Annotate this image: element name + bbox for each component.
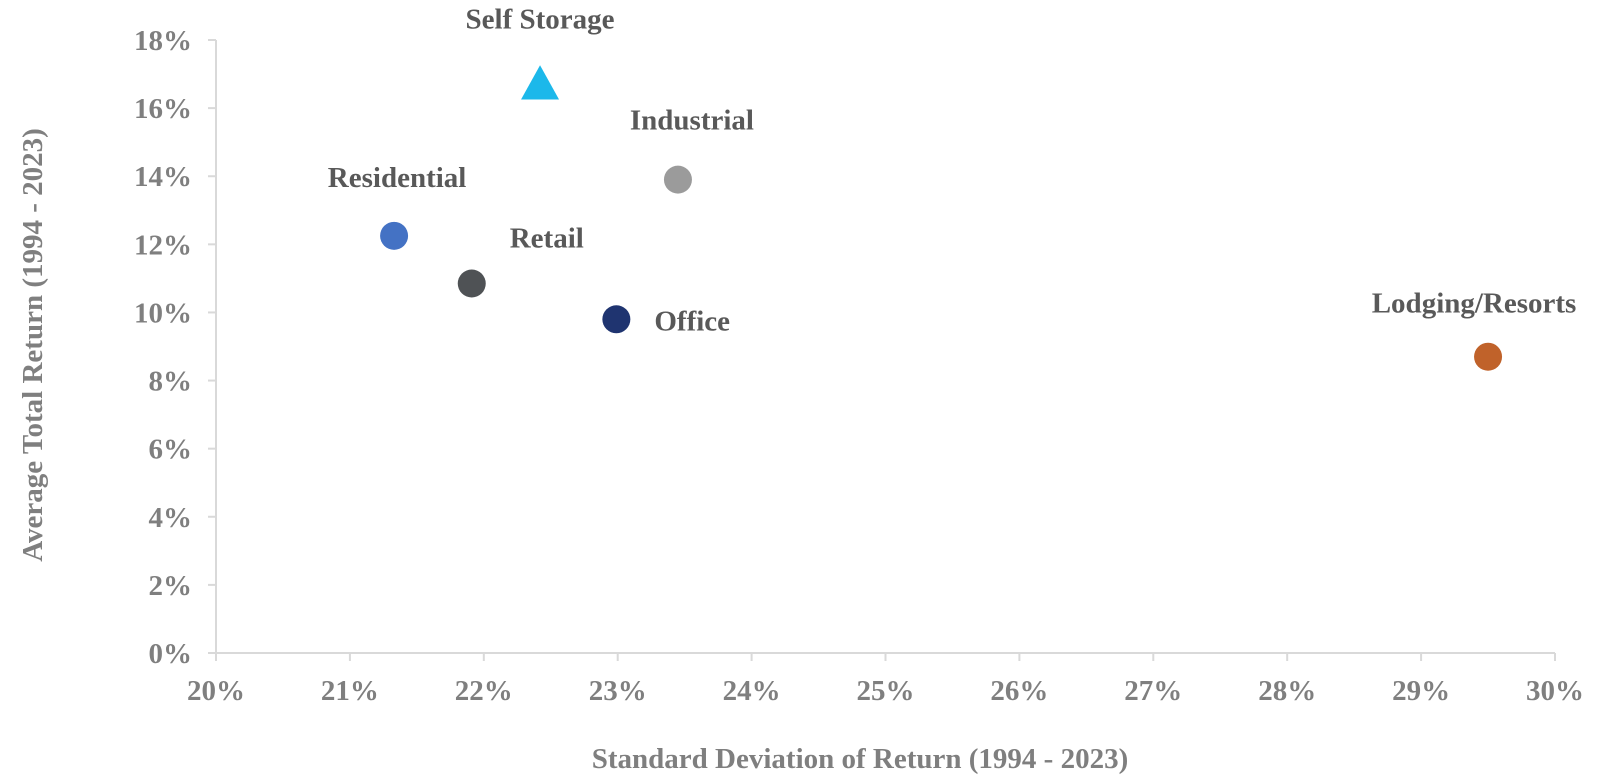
data-point-residential [380, 221, 409, 250]
x-tick-label: 20% [187, 675, 245, 707]
point-label-residential: Residential [328, 162, 467, 194]
data-point-industrial [663, 165, 692, 194]
point-labels: Self Storage Industrial Residential Retail O… [328, 3, 1577, 337]
y-tick-label: 6% [149, 434, 193, 466]
x-tick-label: 26% [990, 675, 1048, 707]
y-tick-label: 2% [149, 570, 193, 602]
x-axis-title: Standard Deviation of Return (1994 - 202… [592, 743, 1129, 775]
point-label-industrial: Industrial [630, 105, 754, 137]
x-tick-label: 24% [723, 675, 781, 707]
data-point-office [602, 305, 631, 334]
x-tick-label: 29% [1392, 675, 1450, 707]
data-point-self-storage [521, 65, 560, 100]
x-tick-label: 28% [1258, 675, 1316, 707]
point-label-office: Office [654, 305, 730, 337]
y-tick-label: 18% [134, 25, 192, 57]
x-tick-label: 23% [589, 675, 647, 707]
data-point-lodging-resorts [1474, 342, 1503, 371]
x-tick-label: 30% [1526, 675, 1584, 707]
y-tick-label: 12% [134, 229, 192, 261]
point-label-self-storage: Self Storage [466, 3, 615, 35]
data-points [380, 65, 1503, 371]
point-label-retail: Retail [510, 222, 584, 254]
x-tick-label: 27% [1124, 675, 1182, 707]
y-axis-title: Average Total Return (1994 - 2023) [17, 128, 49, 562]
y-tick-label: 8% [149, 366, 193, 398]
point-label-lodging-resorts: Lodging/Resorts [1372, 288, 1577, 320]
y-tick-label: 14% [134, 161, 192, 193]
y-axis-ticks: 0% 2% 4% 6% 8% 10% 12% 14% 16% 18% [134, 25, 216, 670]
y-tick-label: 10% [134, 297, 192, 329]
y-tick-label: 16% [134, 93, 192, 125]
x-tick-label: 21% [321, 675, 379, 707]
data-point-retail [457, 269, 486, 298]
y-tick-label: 4% [149, 502, 193, 534]
y-tick-label: 0% [149, 638, 193, 670]
x-tick-label: 22% [455, 675, 513, 707]
x-axis-ticks: 20% 21% 22% 23% 24% 25% 26% 27% 28% 29% 30% [187, 653, 1584, 707]
x-tick-label: 25% [857, 675, 915, 707]
